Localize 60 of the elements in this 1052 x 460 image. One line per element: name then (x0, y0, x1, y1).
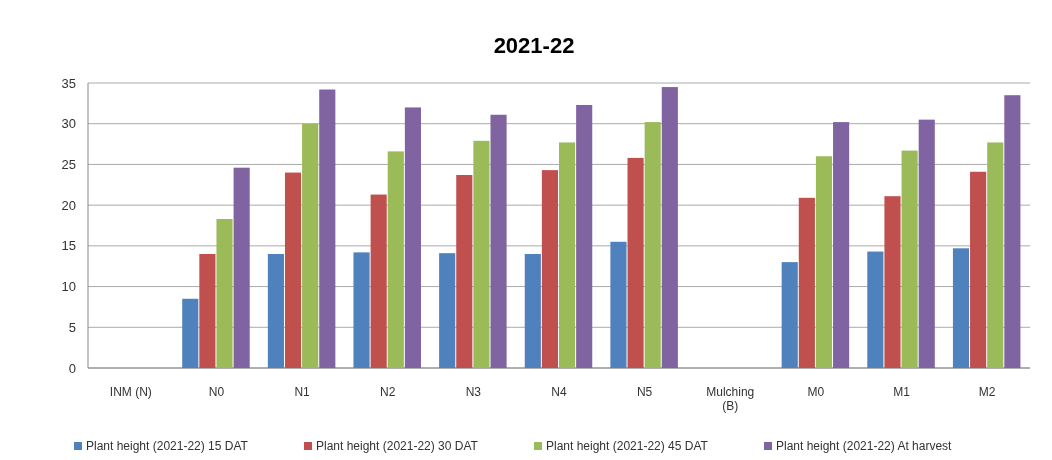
legend-label: Plant height (2021-22) At harvest (776, 439, 953, 454)
bar (952, 248, 970, 368)
legend-label: Plant height (2021-22) 30 DAT (316, 439, 479, 454)
bar (182, 298, 199, 368)
bar (781, 262, 798, 368)
bar (610, 241, 627, 368)
bar (987, 142, 1004, 368)
x-tick-label: N4 (551, 385, 567, 399)
y-tick-label: 35 (61, 75, 76, 91)
x-tick-label: M1 (893, 385, 911, 399)
bar (473, 140, 490, 368)
x-tick-label: N1 (294, 385, 311, 399)
bar (918, 119, 935, 368)
bar (319, 89, 336, 368)
bar (267, 254, 284, 368)
y-tick-label: 10 (61, 279, 76, 295)
y-tick-label: 30 (61, 116, 76, 132)
bar (404, 107, 421, 368)
bar (284, 172, 302, 368)
y-tick-label: 0 (68, 360, 76, 376)
y-tick-label: 25 (61, 156, 76, 172)
bar (490, 114, 507, 368)
bar (302, 123, 319, 368)
x-tick-label: N0 (208, 385, 225, 399)
chart-title: 2021-22 (493, 33, 575, 58)
bar (661, 87, 678, 368)
legend-label: Plant height (2021-22) 45 DAT (546, 439, 709, 454)
x-tick-label: INM (N) (109, 385, 152, 399)
bar (439, 253, 456, 368)
bar (353, 252, 370, 368)
bar (627, 157, 644, 368)
y-tick-label: 20 (61, 197, 76, 213)
bar (559, 142, 576, 368)
y-tick-label: 15 (61, 238, 76, 254)
bar (216, 218, 233, 368)
bar (576, 104, 593, 368)
bar (970, 171, 987, 368)
legend-label: Plant height (2021-22) 15 DAT (86, 439, 249, 454)
x-tick-label: Mulching (B) (706, 385, 755, 414)
bar (867, 251, 884, 368)
x-tick-label: M0 (807, 385, 825, 399)
bar (815, 156, 833, 368)
x-tick-label: N3 (465, 385, 482, 399)
bar (456, 175, 473, 368)
bar (644, 122, 661, 368)
bar (901, 150, 918, 368)
x-tick-label: M2 (978, 385, 996, 399)
bar (833, 122, 850, 368)
x-tick-label: N5 (636, 385, 653, 399)
bar (370, 194, 387, 368)
bar (884, 196, 901, 368)
bar (199, 254, 216, 368)
bar (387, 151, 404, 368)
bar (798, 197, 815, 368)
y-tick-label: 5 (68, 319, 76, 335)
bar (233, 167, 250, 368)
bar (1004, 95, 1021, 368)
bar (541, 170, 558, 368)
x-tick-label: N2 (380, 385, 396, 399)
bar (524, 254, 541, 368)
